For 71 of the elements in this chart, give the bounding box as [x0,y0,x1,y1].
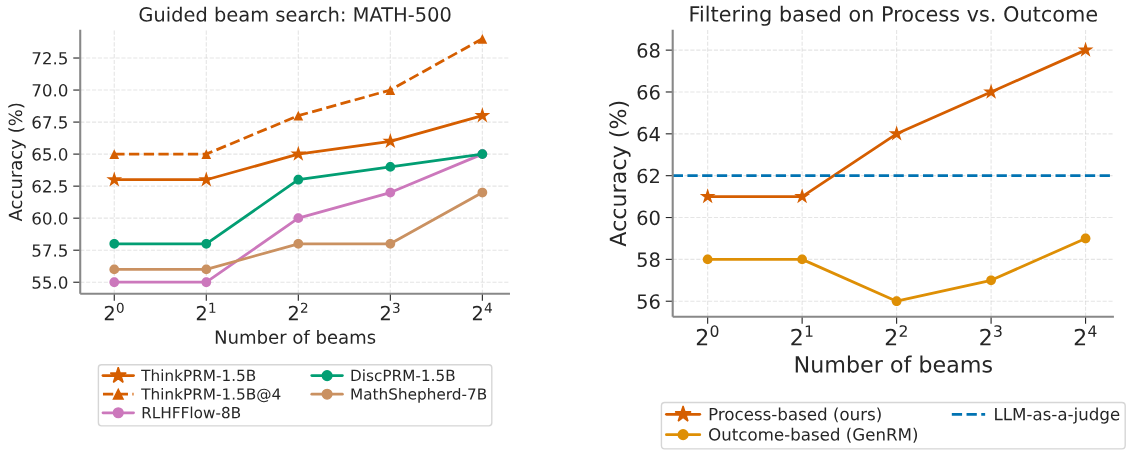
legend-label: MathShepherd-7B [351,387,487,403]
point [201,238,212,249]
point [891,296,902,307]
point [293,213,304,224]
y-tick-label: 57.5 [32,244,67,257]
point [109,277,120,288]
point [293,110,304,121]
chart-title: Filtering based on Process vs. Outcome [690,5,1098,26]
y-tick-label: 56 [637,294,660,309]
y-tick-label: 62 [637,168,659,184]
y-tick-label: 67.5 [32,116,67,129]
legend-label: DiscPRM-1.5B [351,369,455,382]
legend-label: Process-based (ours) [709,407,881,423]
legend-label: ThinkPRM-1.5B@4 [141,387,281,403]
y-tick-label: 65.0 [32,148,68,161]
x-tick-label: 2$^{0}$ [104,302,124,321]
point [201,277,212,288]
point [293,238,304,249]
x-tick-label: 2$^{3}$ [380,302,400,321]
legend-label: RLHFFlow-8B [142,406,241,419]
point [702,254,713,265]
point [797,254,807,265]
point [983,83,1000,99]
point [201,264,212,275]
point [794,188,811,204]
y-tick-label: 62.5 [32,180,67,193]
y-axis-title: Accuracy (%) [609,101,631,247]
point [474,107,491,123]
point [1080,233,1091,244]
y-tick-label: 66 [637,84,660,100]
y-tick-label: 60.0 [32,212,68,225]
point [382,132,399,149]
x-tick-label: 2$^{1}$ [196,302,216,321]
x-tick-label: 2$^{2}$ [885,325,907,346]
point [109,238,120,249]
y-tick-label: 68 [637,43,660,58]
legend-label: Outcome-based (GenRM) [709,427,918,443]
point [385,85,396,95]
point [109,264,120,275]
y-tick-label: 60 [637,210,660,226]
point [293,174,304,185]
point [385,187,396,198]
x-tick-label: 2$^{4}$ [1074,325,1097,346]
x-tick-label: 2$^{2}$ [288,302,308,321]
y-tick-label: 72.5 [32,51,67,65]
point [385,238,396,249]
chart-title: Guided beam search: MATH-500 [139,6,451,22]
legend-label: ThinkPRM-1.5B [141,369,256,382]
point [385,162,396,172]
point [106,171,123,187]
y-tick-label: 64 [637,126,660,142]
point [986,275,996,286]
point [201,149,212,159]
x-tick-label: 2$^{3}$ [980,325,1002,346]
x-tick-label: 2$^{1}$ [791,325,813,346]
legend-label: LLM-as-a-judge [995,407,1120,424]
y-axis-title: Accuracy (%) [8,103,26,222]
x-axis-title: Number of beams [215,329,376,344]
point [477,187,488,198]
point [1077,41,1094,57]
x-tick-label: 2$^{4}$ [472,302,492,321]
y-tick-label: 55.0 [32,276,68,289]
point [290,145,307,161]
x-tick-label: 2$^{0}$ [696,325,719,346]
point [477,33,488,44]
y-tick-label: 70.0 [32,84,68,97]
point [109,149,120,159]
y-tick-label: 58 [637,252,660,268]
point [888,125,905,141]
point [699,188,716,204]
x-axis-title: Number of beams [795,355,992,373]
